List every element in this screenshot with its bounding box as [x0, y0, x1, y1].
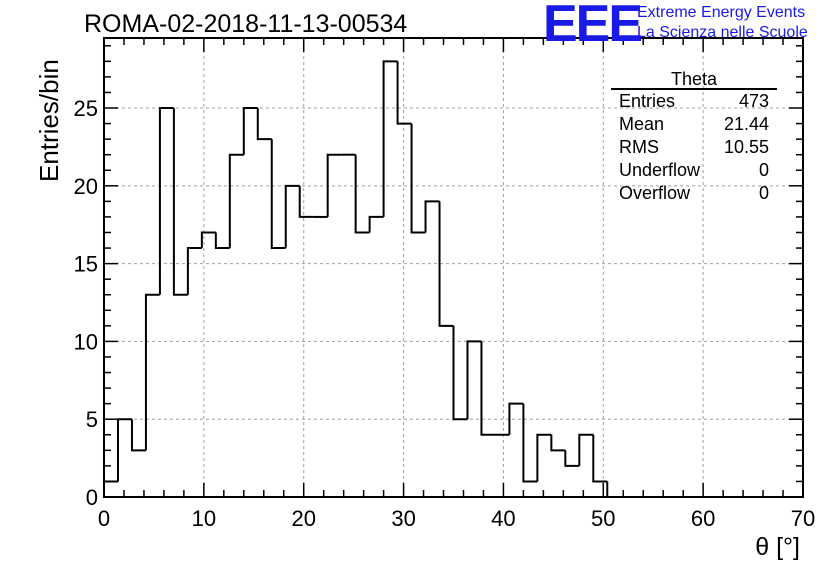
- stats-row-entries: Entries 473: [611, 90, 777, 113]
- stats-label: Mean: [619, 114, 665, 134]
- histogram-bin: [424, 200, 440, 233]
- histogram-bin: [116, 418, 132, 482]
- histogram-bin: [522, 403, 538, 483]
- x-tick-label: 20: [291, 506, 315, 531]
- histogram-bin: [158, 107, 174, 295]
- histogram-bin: [242, 107, 258, 155]
- plot-area-border: [103, 37, 804, 498]
- y-tick-label: 20: [74, 174, 98, 199]
- y-tick-label: 25: [74, 96, 98, 121]
- y-tick-label: 5: [86, 407, 98, 432]
- x-tick-label: 50: [591, 506, 615, 531]
- plot-title: ROMA-02-2018-11-13-00534: [84, 10, 408, 38]
- stats-value: 10.55: [723, 137, 769, 157]
- histogram-bin: [410, 123, 426, 234]
- histogram-bin: [270, 139, 286, 250]
- histogram-bin: [172, 108, 188, 296]
- histogram-bin: [550, 434, 566, 452]
- stats-label: Underflow: [619, 160, 701, 180]
- histogram-bin: [144, 293, 160, 451]
- x-tick-label: 10: [192, 506, 216, 531]
- stats-value: 21.44: [723, 114, 769, 134]
- stats-label: Overflow: [619, 183, 691, 203]
- histogram-bin: [438, 201, 454, 327]
- grid-lines: [104, 38, 803, 497]
- histogram-bin: [536, 433, 552, 482]
- histogram-bin: [452, 325, 468, 421]
- x-axis-label: θ [°]: [755, 533, 800, 561]
- x-tick-label: 40: [491, 506, 515, 531]
- histogram-bin: [326, 153, 342, 217]
- histogram-bin: [578, 433, 594, 466]
- eee-logo-mark: EEE: [543, 0, 643, 53]
- histogram-bin: [368, 215, 384, 233]
- histogram-bin: [466, 340, 482, 420]
- logo-text: Extreme Energy Events La Scienza nelle S…: [637, 3, 808, 43]
- stats-label: Entries: [619, 91, 676, 111]
- histogram-bin: [130, 419, 146, 452]
- logo-line-1: Extreme Energy Events: [637, 4, 806, 21]
- histogram-bin: [354, 154, 370, 234]
- y-tick-label: 15: [74, 252, 98, 277]
- histogram-bin: [256, 108, 272, 141]
- histogram-bars: [103, 60, 609, 497]
- stats-label: RMS: [619, 137, 659, 157]
- stats-box-title: Theta: [611, 70, 777, 90]
- x-tick-label: 30: [391, 506, 415, 531]
- histogram-bin: [508, 402, 524, 435]
- x-tick-label: 70: [791, 506, 815, 531]
- histogram-bin: [382, 60, 398, 217]
- histogram-bin: [103, 480, 118, 497]
- histogram-bin: [564, 450, 580, 467]
- plot-frame: [103, 37, 804, 498]
- histogram-bin: [284, 184, 300, 249]
- logo-line-2: La Scienza nelle Scuole: [637, 24, 808, 41]
- stats-box: Theta Entries 473 Mean 21.44 RMS 10.55 U…: [611, 70, 777, 205]
- stats-row-overflow: Overflow 0: [611, 182, 777, 205]
- histogram-bin: [214, 232, 230, 250]
- stats-value: 473: [738, 91, 769, 111]
- x-tick-label: 0: [98, 506, 110, 531]
- x-tick-label: 60: [691, 506, 715, 531]
- histogram-bin: [480, 341, 496, 436]
- y-tick-label: 10: [74, 329, 98, 354]
- stats-row-mean: Mean 21.44: [611, 113, 777, 136]
- histogram-bin: [298, 185, 314, 218]
- histogram-bin: [396, 61, 412, 125]
- histogram-bin: [200, 231, 216, 249]
- stats-value: 0: [758, 160, 769, 180]
- histogram-bin: [592, 434, 608, 483]
- stats-row-rms: RMS 10.55: [611, 136, 777, 159]
- histogram-bin: [186, 247, 202, 295]
- axis-ticks: 0 10 20 30 40 50 60 70 0 5 10 15 20 25: [74, 38, 815, 531]
- histogram-bin: [228, 153, 244, 249]
- stats-value: 0: [758, 183, 769, 203]
- stats-row-underflow: Underflow 0: [611, 159, 777, 182]
- y-axis-label: Entries/bin: [34, 59, 64, 182]
- y-tick-label: 0: [86, 485, 98, 510]
